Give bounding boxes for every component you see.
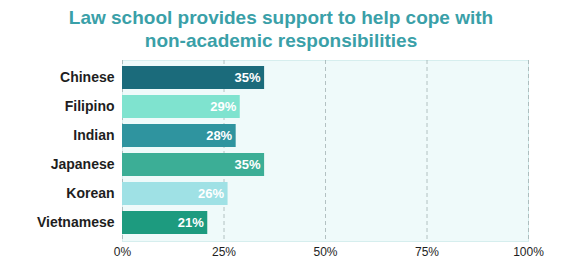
- svg-text:35%: 35%: [235, 70, 261, 85]
- svg-text:25%: 25%: [212, 245, 236, 259]
- svg-text:28%: 28%: [206, 128, 232, 143]
- svg-text:Vietnamese: Vietnamese: [37, 214, 115, 230]
- svg-text:50%: 50%: [313, 245, 337, 259]
- svg-text:Japanese: Japanese: [51, 156, 115, 172]
- html-text:Law school provides support to: Law school provides support to help cope…: [68, 7, 494, 51]
- svg-text:Filipino: Filipino: [65, 98, 115, 114]
- svg-text:75%: 75%: [415, 245, 439, 259]
- svg-text:Indian: Indian: [73, 127, 114, 143]
- svg-text:100%: 100%: [513, 245, 544, 259]
- svg-text:21%: 21%: [178, 215, 204, 230]
- svg-text:29%: 29%: [210, 99, 236, 114]
- svg-text:26%: 26%: [198, 186, 224, 201]
- svg-text:Korean: Korean: [66, 185, 114, 201]
- svg-text:0%: 0%: [114, 245, 132, 259]
- svg-text:35%: 35%: [235, 157, 261, 172]
- svg-text:Chinese: Chinese: [60, 69, 115, 85]
